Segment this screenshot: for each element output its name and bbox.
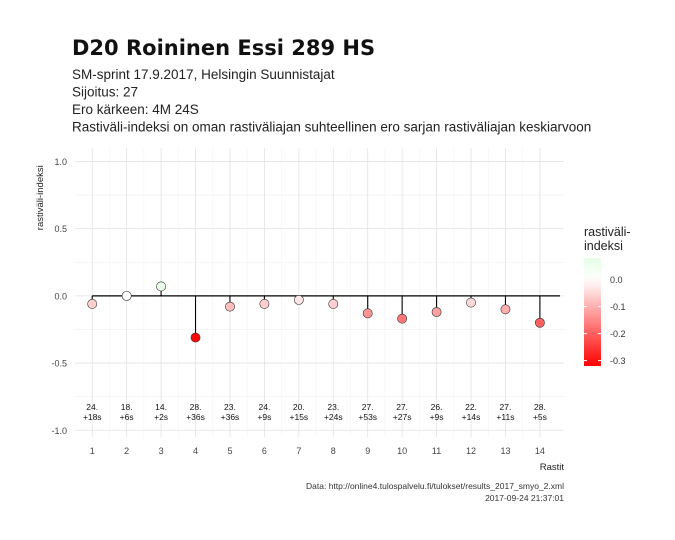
data-point bbox=[190, 332, 201, 343]
chart-caption: 2017-09-24 21:37:01 bbox=[485, 493, 564, 503]
split-time-label: +53s bbox=[358, 412, 377, 422]
split-place-label: 28. bbox=[190, 402, 202, 412]
x-tick-label: 4 bbox=[193, 446, 198, 456]
x-tick-label: 3 bbox=[159, 446, 164, 456]
data-point bbox=[259, 299, 270, 309]
chart-title: D20 Roininen Essi 289 HS bbox=[72, 36, 375, 60]
split-place-label: 23. bbox=[224, 402, 236, 412]
split-time-label: +18s bbox=[83, 412, 102, 422]
split-time-label: +9s bbox=[257, 412, 271, 422]
split-place-label: 20. bbox=[293, 402, 305, 412]
split-place-label: 27. bbox=[500, 402, 512, 412]
y-axis-title: rastiväli-indeksi bbox=[35, 165, 46, 230]
legend-tick-label: -0.3 bbox=[610, 356, 626, 366]
x-tick-label: 14 bbox=[535, 446, 545, 456]
y-tick-label: -1.0 bbox=[51, 426, 67, 436]
split-time-label: +14s bbox=[462, 412, 481, 422]
chart-subtitle-line: Ero kärkeen: 4M 24S bbox=[72, 102, 199, 117]
y-tick-label: 0.5 bbox=[54, 224, 67, 234]
split-time-label: +11s bbox=[496, 412, 514, 422]
data-point bbox=[362, 308, 373, 319]
split-place-label: 26. bbox=[431, 402, 443, 412]
y-tick-label: -0.5 bbox=[51, 359, 67, 369]
data-point bbox=[328, 299, 339, 309]
legend-tick-label: 0.0 bbox=[610, 275, 623, 285]
split-place-label: 27. bbox=[396, 402, 408, 412]
split-time-label: +5s bbox=[533, 412, 547, 422]
split-time-label: +15s bbox=[290, 412, 309, 422]
chart-subtitle-line: Sijoitus: 27 bbox=[72, 85, 138, 100]
split-place-label: 27. bbox=[362, 402, 374, 412]
x-tick-label: 10 bbox=[397, 446, 407, 456]
data-point bbox=[225, 301, 235, 312]
x-tick-label: 5 bbox=[227, 446, 232, 456]
data-point bbox=[293, 294, 304, 305]
split-time-label: +9s bbox=[430, 412, 444, 422]
split-place-label: 24. bbox=[258, 402, 270, 412]
split-place-label: 24. bbox=[86, 402, 98, 412]
x-tick-label: 13 bbox=[500, 446, 510, 456]
split-time-label: +2s bbox=[154, 412, 168, 422]
split-time-label: +27s bbox=[393, 412, 412, 422]
split-place-label: 28. bbox=[534, 402, 546, 412]
legend-tick-label: -0.1 bbox=[610, 302, 626, 312]
chart-subtitle-line: SM-sprint 17.9.2017, Helsingin Suunnista… bbox=[72, 67, 335, 82]
split-time-label: +36s bbox=[186, 412, 205, 422]
legend-colorbar bbox=[584, 258, 601, 366]
x-tick-label: 2 bbox=[124, 446, 129, 456]
split-place-label: 14. bbox=[155, 402, 167, 412]
x-tick-label: 7 bbox=[296, 446, 301, 456]
x-tick-label: 1 bbox=[90, 446, 95, 456]
split-place-label: 23. bbox=[327, 402, 339, 412]
x-tick-label: 8 bbox=[331, 446, 336, 456]
chart-caption: Data: http://online4.tulospalvelu.fi/tul… bbox=[306, 481, 564, 491]
x-axis-title: Rastit bbox=[540, 462, 565, 473]
data-point bbox=[397, 313, 408, 324]
data-point bbox=[156, 281, 166, 292]
data-point bbox=[500, 304, 511, 315]
split-time-label: +6s bbox=[120, 412, 134, 422]
chart-subtitle-line: Rastiväli-indeksi on oman rastiväliajan … bbox=[72, 120, 591, 135]
legend-title: indeksi bbox=[584, 239, 623, 253]
x-tick-label: 6 bbox=[262, 446, 267, 456]
x-tick-label: 12 bbox=[466, 446, 476, 456]
split-time-label: +36s bbox=[221, 412, 240, 422]
legend-title: rastiväli- bbox=[584, 225, 631, 239]
split-place-label: 22. bbox=[465, 402, 477, 412]
data-point bbox=[87, 299, 98, 309]
data-point bbox=[466, 297, 476, 308]
split-place-label: 18. bbox=[121, 402, 133, 412]
split-time-label: +24s bbox=[324, 412, 343, 422]
y-tick-label: 1.0 bbox=[54, 157, 67, 167]
y-tick-label: 0.0 bbox=[54, 291, 67, 301]
x-tick-label: 11 bbox=[432, 446, 441, 456]
data-point bbox=[534, 317, 545, 328]
x-tick-label: 9 bbox=[365, 446, 370, 456]
data-point bbox=[431, 307, 442, 317]
data-point bbox=[121, 290, 132, 301]
legend-tick-label: -0.2 bbox=[610, 329, 626, 339]
